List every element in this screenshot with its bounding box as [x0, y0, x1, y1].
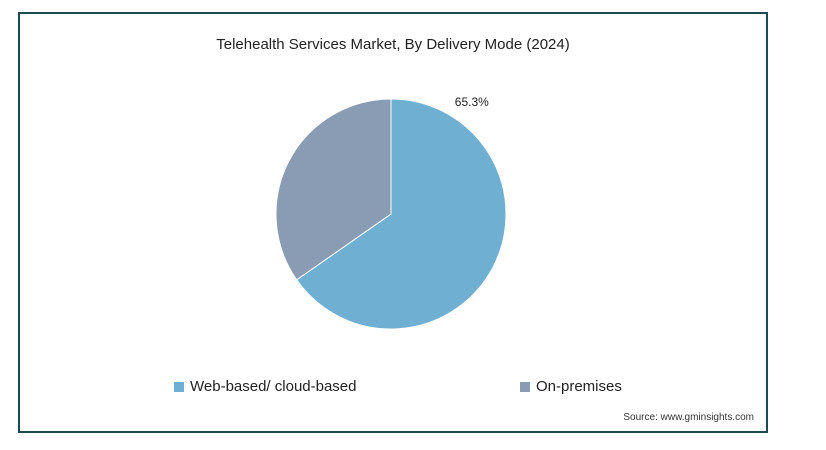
legend-item-on-premises: On-premises — [520, 378, 622, 395]
legend-item-web-based: Web-based/ cloud-based — [174, 378, 357, 395]
legend: Web-based/ cloud-based On-premises — [20, 378, 766, 398]
chart-title: Telehealth Services Market, By Delivery … — [216, 36, 570, 53]
legend-swatch-on-premises — [520, 381, 530, 392]
pie-chart: 65.3% — [275, 95, 507, 330]
data-label-web-based: 65.3% — [455, 95, 489, 109]
pie-slice-web-based — [296, 98, 507, 330]
chart-frame: Telehealth Services Market, By Delivery … — [18, 12, 768, 433]
legend-label-on-premises: On-premises — [536, 378, 622, 395]
source-note: Source: www.gminsights.com — [623, 412, 754, 423]
pie-slice-on-premises — [275, 98, 392, 281]
legend-swatch-web-based — [174, 381, 184, 392]
legend-label-web-based: Web-based/ cloud-based — [190, 378, 357, 395]
